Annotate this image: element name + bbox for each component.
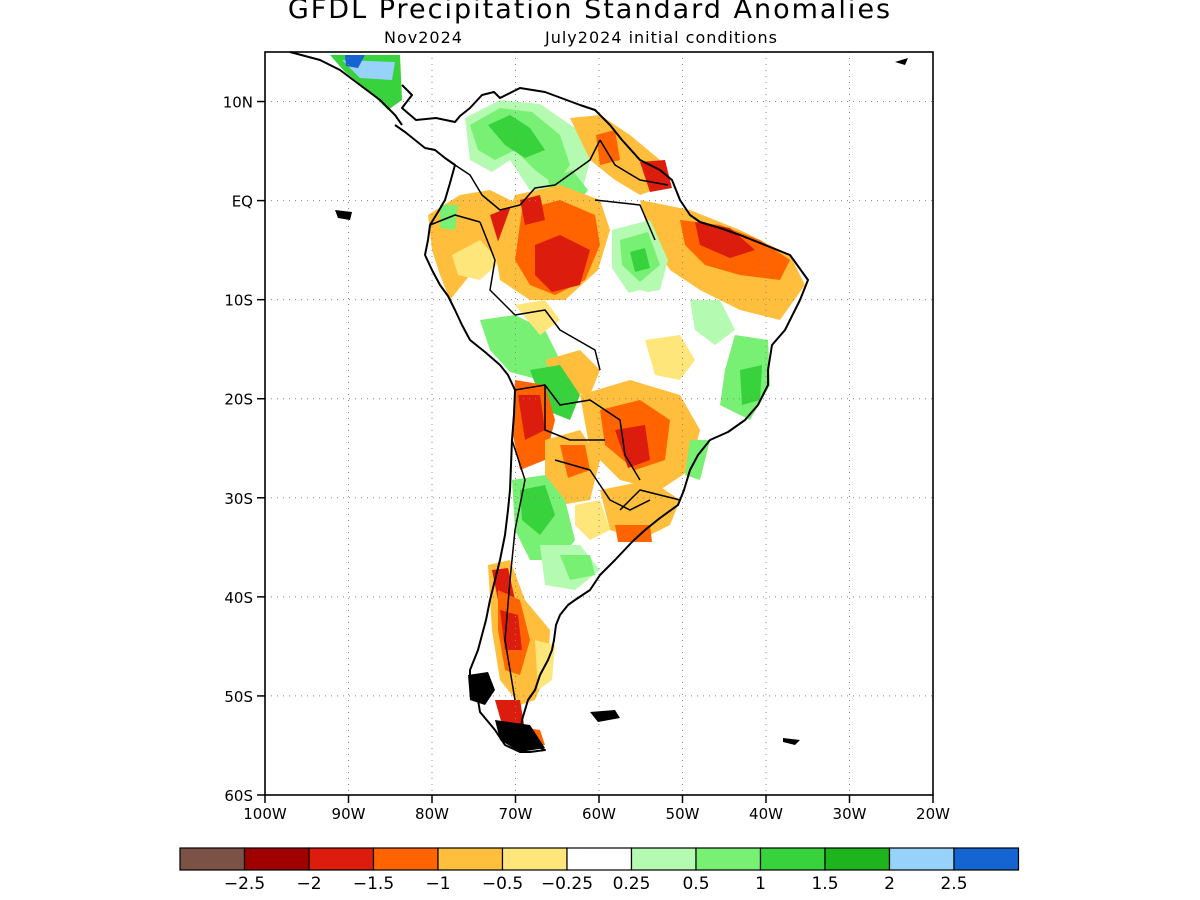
lat-tick-label: 50S	[224, 688, 253, 706]
colorbar-swatch	[695, 847, 762, 871]
colorbar-label: 1.5	[811, 874, 838, 894]
lon-tick-label: 100W	[243, 805, 287, 823]
colorbar-swatch	[759, 847, 826, 871]
lon-tick-label: 70W	[499, 805, 533, 823]
colorbar-swatch	[630, 847, 697, 871]
central-america-coastline	[289, 51, 403, 126]
colorbar-label: 1	[755, 874, 766, 894]
colorbar-label: −2	[296, 874, 321, 894]
lat-tick-label: EQ	[232, 193, 253, 211]
colorbar-label: 2.5	[940, 874, 967, 894]
map-title: GFDL Precipitation Standard Anomalies	[287, 0, 893, 25]
forecast-month-label: Nov2024	[384, 28, 463, 47]
colorbar-swatch	[566, 847, 633, 871]
colorbar-swatch	[179, 847, 246, 871]
initial-conditions-label: July2024 initial conditions	[545, 28, 778, 47]
lat-tick-label: 60S	[224, 787, 253, 805]
islands	[335, 58, 908, 752]
colorbar-swatch	[888, 847, 955, 871]
colorbar-swatch	[243, 847, 310, 871]
colorbar-label: 0.5	[682, 874, 709, 894]
colorbar-label: −0.25	[541, 874, 593, 894]
colorbar-swatch	[437, 847, 504, 871]
country-borders	[429, 139, 681, 701]
lon-tick-label: 80W	[415, 805, 449, 823]
colorbar-swatch	[824, 847, 891, 871]
lon-tick-label: 40W	[749, 805, 783, 823]
colorbar-label: 2	[884, 874, 895, 894]
lat-tick-label: 10S	[224, 292, 253, 310]
colorbar-label: −1	[425, 874, 450, 894]
lon-tick-label: 20W	[916, 805, 950, 823]
lat-tick-label: 20S	[224, 391, 253, 409]
colorbar: −2.5 −2 −1.5 −1 −0.5 −0.25 0.25 0.5 1 1.5 2 2.5	[179, 847, 1020, 894]
south-america-coastline	[394, 84, 809, 753]
colorbar-label: −0.5	[482, 874, 523, 894]
colorbar-label: 0.25	[613, 874, 651, 894]
lon-tick-label: 50W	[666, 805, 700, 823]
colorbar-swatch	[372, 847, 439, 871]
colorbar-label: −1.5	[353, 874, 394, 894]
lat-tick-label: 30S	[224, 490, 253, 508]
colorbar-swatch	[308, 847, 375, 871]
lon-tick-label: 30W	[833, 805, 867, 823]
colorbar-label: −2.5	[224, 874, 265, 894]
lon-tick-label: 60W	[582, 805, 616, 823]
longitude-axis: 100W 90W 80W 70W 60W 50W 40W 30W 20W	[243, 795, 950, 823]
lon-tick-label: 90W	[332, 805, 366, 823]
anomaly-patches	[330, 55, 805, 745]
colorbar-swatch	[953, 847, 1020, 871]
coastlines	[289, 51, 809, 753]
latitude-axis: 10N EQ 10S 20S 30S 40S 50S 60S	[223, 94, 265, 805]
colorbar-swatch	[501, 847, 568, 871]
lat-tick-label: 40S	[224, 589, 253, 607]
lat-tick-label: 10N	[223, 94, 253, 112]
